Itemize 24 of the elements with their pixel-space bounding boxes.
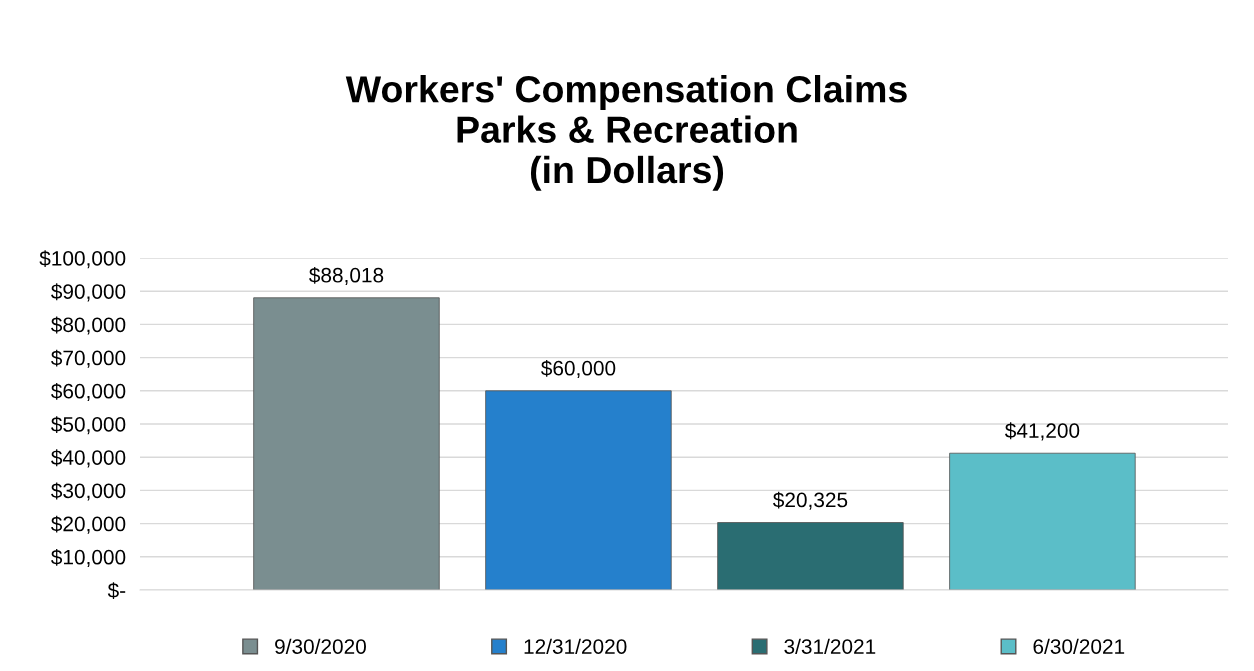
legend-label: 6/30/2021 — [1033, 638, 1125, 654]
y-tick-label: $10,000 — [51, 548, 126, 568]
y-tick-label: $- — [107, 582, 126, 599]
y-tick-label: $60,000 — [51, 382, 126, 402]
y-tick-label: $50,000 — [51, 416, 126, 435]
bar — [949, 452, 1136, 590]
chart-title: Workers' Compensation Claims Parks & Recreation (in Dollars) — [345, 75, 907, 191]
data-label: $41,200 — [1004, 422, 1080, 441]
legend-label: 3/31/2021 — [784, 638, 876, 654]
legend-label: 9/30/2020 — [275, 638, 366, 654]
y-tick-label: $40,000 — [51, 449, 126, 468]
data-label: $20,325 — [773, 491, 848, 510]
y-tick-label: $70,000 — [51, 349, 126, 368]
y-tick-label: $80,000 — [51, 316, 126, 335]
data-label: $88,018 — [309, 266, 384, 286]
legend-label: 12/31/2020 — [524, 638, 627, 654]
bar — [485, 390, 672, 590]
y-tick-label: $30,000 — [51, 482, 126, 501]
data-label: $60,000 — [541, 359, 616, 379]
bar — [717, 522, 904, 590]
bar — [253, 297, 440, 590]
y-tick-label: $100,000 — [39, 250, 126, 269]
y-tick-label: $20,000 — [51, 515, 126, 534]
y-tick-label: $90,000 — [51, 283, 126, 302]
